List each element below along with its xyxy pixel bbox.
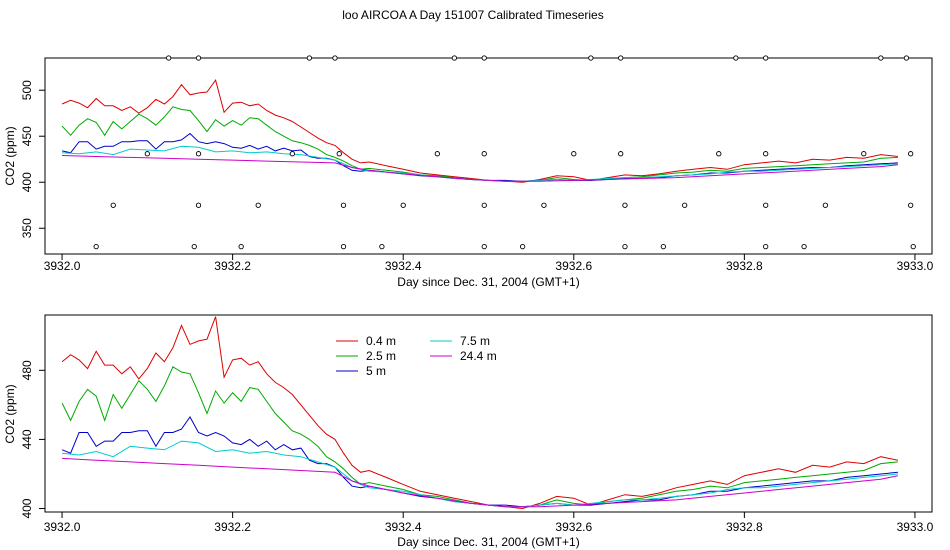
marker-point: [481, 202, 487, 208]
legend-label: 24.4 m: [460, 349, 497, 363]
x-tick-label: 3933.0: [897, 259, 934, 273]
marker-point: [238, 243, 244, 250]
x-tick-label: 3932.2: [214, 259, 251, 273]
marker-point: [519, 243, 526, 250]
x-tick-label: 3932.2: [214, 520, 251, 534]
marker-point: [481, 243, 487, 250]
marker-point: [618, 151, 624, 157]
marker-point: [571, 151, 577, 157]
series-line-7-5-m: [62, 145, 898, 182]
plot-frame: [44, 57, 933, 255]
series-group: [61, 316, 899, 510]
marker-point: [289, 151, 295, 157]
x-tick-label: 3932.8: [726, 520, 763, 534]
marker-point: [541, 202, 547, 208]
marker-point: [434, 151, 440, 157]
marker-point: [195, 55, 202, 61]
marker-point: [910, 243, 916, 250]
marker-point: [716, 151, 722, 157]
series-line-7-5-m: [62, 440, 898, 508]
series-line-5-m: [61, 416, 898, 508]
plot-frame: [44, 314, 933, 513]
x-tick-label: 3932.6: [555, 259, 592, 273]
marker-point: [481, 151, 487, 157]
marker-point: [166, 55, 172, 61]
marker-point: [908, 151, 914, 157]
marker-point: [93, 243, 99, 250]
marker-point: [801, 243, 807, 250]
y-tick-label: 500: [20, 80, 34, 100]
marker-point: [682, 202, 688, 208]
y-tick-label: 400: [20, 498, 34, 518]
marker-point: [763, 55, 769, 61]
legend-label: 0.4 m: [366, 334, 396, 348]
marker-point: [622, 202, 628, 208]
x-tick-label: 3932.6: [555, 520, 592, 534]
marker-point: [340, 202, 347, 208]
marker-point: [306, 55, 313, 61]
y-tick-label: 450: [20, 126, 34, 146]
marker-point: [763, 202, 769, 208]
marker-point: [400, 202, 406, 208]
legend: 0.4 m2.5 m5 m 7.5 m24.4 m: [336, 334, 497, 378]
marker-point: [878, 55, 884, 61]
marker-point: [903, 55, 910, 61]
y-axis-label: CO2 (ppm): [3, 384, 17, 443]
series-line-24-4-m: [62, 155, 898, 182]
y-tick-label: 480: [20, 360, 34, 380]
marker-point: [195, 202, 202, 208]
series-group: [61, 78, 898, 183]
marker-point: [110, 202, 116, 208]
marker-point: [822, 202, 829, 208]
y-axis-label: CO2 (ppm): [3, 126, 17, 185]
marker-point: [451, 55, 458, 61]
marker-point: [861, 151, 867, 157]
y-tick-label: 400: [20, 172, 34, 192]
marker-point: [379, 243, 385, 250]
marker-point: [733, 55, 739, 61]
x-axis-label: Day since Dec. 31, 2004 (GMT+1): [397, 275, 579, 289]
marker-point: [622, 243, 628, 250]
series-line-5-m: [61, 132, 898, 182]
series-line-0-4-m: [61, 78, 898, 183]
series-line-0-4-m: [61, 316, 899, 510]
x-tick-label: 3932.0: [44, 520, 81, 534]
marker-point: [191, 243, 197, 250]
marker-point: [763, 243, 769, 250]
marker-point: [340, 243, 347, 250]
x-tick-label: 3933.0: [897, 520, 934, 534]
x-axis-label: Day since Dec. 31, 2004 (GMT+1): [397, 535, 579, 549]
marker-point: [908, 202, 914, 208]
page-title: loo AIRCOA A Day 151007 Calibrated Times…: [342, 8, 603, 22]
legend-label: 5 m: [366, 364, 386, 378]
legend-label: 2.5 m: [366, 349, 396, 363]
marker-point: [763, 151, 769, 157]
marker-point: [255, 202, 261, 208]
y-tick-label: 350: [20, 218, 34, 238]
legend-label: 7.5 m: [460, 334, 490, 348]
panel-top: 3932.0 3932.2 3932.4 3932.6 3932.8 3933.0 350 4…: [3, 55, 934, 289]
x-tick-label: 3932.4: [385, 520, 422, 534]
marker-point: [660, 243, 666, 250]
series-line-24-4-m: [62, 457, 899, 508]
marker-point: [588, 55, 594, 61]
x-tick-label: 3932.0: [44, 259, 81, 273]
series-line-2-5-m: [61, 106, 898, 182]
x-tick-label: 3932.4: [385, 259, 422, 273]
marker-point: [336, 151, 342, 157]
y-tick-label: 440: [20, 429, 34, 449]
marker-point: [144, 151, 150, 157]
marker-point: [195, 151, 202, 157]
series-line-2-5-m: [61, 366, 898, 508]
x-tick-label: 3932.8: [726, 259, 763, 273]
marker-point: [618, 55, 624, 61]
marker-point: [481, 55, 487, 61]
marker-point: [332, 55, 338, 61]
panel-bottom: 3932.0 3932.2 3932.4 3932.6 3932.8 3933.0 400 4…: [3, 314, 934, 549]
